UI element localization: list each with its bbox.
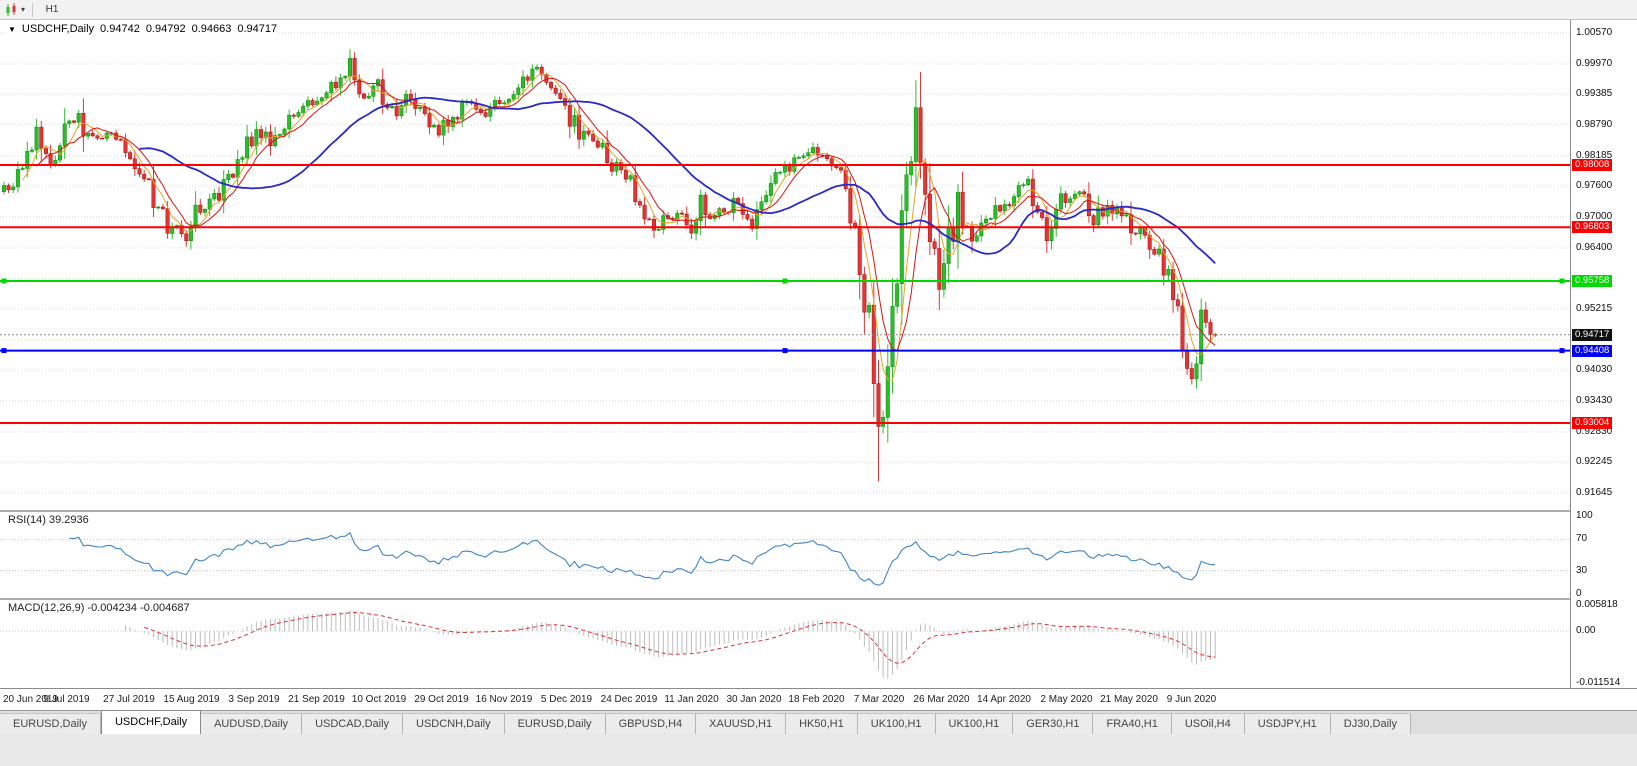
time-tick-label: 18 Feb 2020: [788, 694, 845, 705]
candlestick-chart-icon[interactable]: [3, 2, 21, 18]
price-tick-label: 0.97000: [1576, 211, 1613, 222]
time-tick-label: 3 Sep 2019: [228, 694, 280, 705]
chart-tab[interactable]: HK50,H1: [786, 713, 858, 734]
price-level-label: 0.98008: [1572, 159, 1613, 171]
ohlc-open-value: 0.94742: [100, 23, 140, 35]
time-tick-label: 26 Mar 2020: [913, 694, 970, 705]
symbol-period-label: USDCHF,Daily: [21, 23, 95, 35]
toolbar: ▾ M1M5M15M30H1H4D1W1MN: [0, 0, 1637, 83]
macd-canvas[interactable]: [0, 600, 1570, 688]
ohlc-high-value: 0.94792: [145, 23, 186, 35]
main-chart-panel: ▼ USDCHF,Daily 0.94742 0.94792 0.94663 0…: [0, 20, 1570, 510]
time-tick-label: 15 Aug 2019: [163, 694, 220, 705]
time-tick-label: 20 Jun 2019: [3, 694, 59, 705]
chart-tab[interactable]: GBPUSD,H4: [605, 713, 697, 734]
chart-tab[interactable]: FRA40,H1: [1093, 713, 1172, 734]
chart-tab[interactable]: EURUSD,Daily: [504, 713, 606, 734]
macd-scale-label: 0.00: [1576, 625, 1596, 636]
chart-tabs: EURUSD,Daily USDCHF,Daily AUDUSD,Daily USDC…: [0, 710, 1637, 734]
timeframe-button-h1[interactable]: H1: [45, 4, 59, 15]
price-tick-label: 0.92830: [1576, 426, 1613, 437]
chart-title-bar: ▼ USDCHF,Daily 0.94742 0.94792 0.94663 0…: [6, 23, 280, 35]
price-tick-label: 0.95215: [1576, 303, 1613, 314]
time-tick-label: 14 Apr 2020: [977, 694, 1031, 705]
macd-panel: MACD(12,26,9) -0.004234 -0.004687: [0, 600, 1570, 688]
time-tick-label: 11 Jan 2020: [664, 694, 719, 705]
time-tick-label: 29 Oct 2019: [414, 694, 469, 705]
chart-tab[interactable]: EURUSD,Daily: [0, 713, 101, 734]
rsi-scale-label: 0: [1576, 588, 1582, 599]
price-tick-label: 0.91645: [1576, 487, 1613, 498]
macd-scale-label: -0.011514: [1576, 677, 1621, 688]
current-price-label: 0.94717: [1572, 329, 1613, 341]
chart-type-dropdown-caret[interactable]: ▾: [21, 5, 26, 14]
chart-tab[interactable]: USOil,H4: [1171, 713, 1245, 734]
price-tick-label: 0.94030: [1576, 364, 1613, 375]
chart-tab[interactable]: UK100,H1: [857, 713, 936, 734]
price-level-label: 0.94408: [1572, 345, 1613, 357]
time-tick-label: 10 Oct 2019: [351, 694, 407, 705]
price-level-label: 0.93004: [1572, 417, 1613, 429]
chart-tab[interactable]: USDCAD,Daily: [302, 713, 404, 734]
time-tick-label: 27 Jul 2019: [103, 694, 155, 705]
chart-tab[interactable]: XAUUSD,H1: [696, 713, 787, 734]
time-tick-label: 7 Mar 2020: [853, 694, 905, 705]
panel-resize-handle[interactable]: [0, 598, 1637, 600]
price-tick-label: 0.96400: [1576, 242, 1613, 253]
rsi-scale-label: 30: [1576, 565, 1588, 576]
rsi-scale-label: 70: [1576, 533, 1588, 544]
price-scale[interactable]: 1.00570 0.99970 0.99385 0.98790 0.98185 0.976…: [1570, 20, 1637, 688]
time-axis[interactable]: 20 Jun 2019 9 Jul 2019 27 Jul 2019 15 Aug 2…: [0, 688, 1637, 710]
chart-tab[interactable]: DJ30,Daily: [1330, 713, 1411, 734]
ohlc-low-value: 0.94663: [191, 23, 232, 35]
time-tick-label: 24 Dec 2019: [600, 694, 658, 705]
toolbar-separator: [32, 2, 34, 17]
rsi-label: RSI(14) 39.2936: [6, 514, 91, 526]
time-tick-label: 16 Nov 2019: [475, 694, 533, 705]
price-level-label: 0.95758: [1572, 275, 1613, 287]
rsi-canvas[interactable]: [0, 512, 1570, 598]
collapse-triangle-icon[interactable]: ▼: [8, 24, 16, 34]
chart-tab[interactable]: GER30,H1: [1013, 713, 1094, 734]
price-tick-label: 1.00570: [1576, 27, 1613, 38]
price-tick-label: 0.98185: [1576, 150, 1613, 161]
rsi-scale-label: 100: [1576, 510, 1593, 521]
rsi-panel: RSI(14) 39.2936: [0, 512, 1570, 598]
chart-tab[interactable]: USDJPY,H1: [1244, 713, 1331, 734]
price-tick-label: 0.92245: [1576, 456, 1613, 467]
time-tick-label: 9 Jun 2020: [1166, 694, 1217, 705]
price-tick-label: 0.99970: [1576, 58, 1613, 69]
price-level-label: 0.96803: [1572, 221, 1613, 233]
time-tick-label: 5 Dec 2019: [540, 694, 593, 705]
status-bar: [0, 734, 1637, 766]
candlestick-chart-glyph: [6, 2, 16, 16]
time-tick-label: 2 May 2020: [1040, 694, 1093, 705]
chart-tab[interactable]: USDCNH,Daily: [403, 713, 505, 734]
price-tick-label: 0.99385: [1576, 88, 1613, 99]
panel-resize-handle[interactable]: [0, 510, 1637, 512]
macd-label: MACD(12,26,9) -0.004234 -0.004687: [6, 602, 192, 614]
time-tick-label: 9 Jul 2019: [43, 694, 90, 705]
chart-tab[interactable]: UK100,H1: [935, 713, 1014, 734]
time-tick-label: 21 Sep 2019: [288, 694, 345, 705]
macd-scale-label: 0.005818: [1576, 599, 1618, 610]
price-tick-label: 0.93430: [1576, 395, 1613, 406]
chart-tab[interactable]: USDCHF,Daily: [100, 710, 202, 734]
chart-tab[interactable]: AUDUSD,Daily: [201, 713, 303, 734]
time-tick-label: 21 May 2020: [1100, 694, 1158, 705]
time-tick-label: 30 Jan 2020: [726, 694, 782, 705]
price-tick-label: 0.98790: [1576, 119, 1613, 130]
price-tick-label: 0.97600: [1576, 180, 1613, 191]
ohlc-close-value: 0.94717: [237, 23, 278, 35]
main-chart-canvas[interactable]: [0, 20, 1570, 510]
